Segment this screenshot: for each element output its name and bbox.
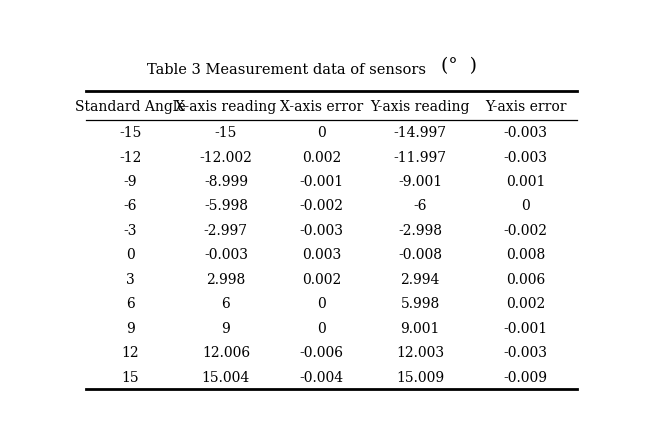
Text: -6: -6 [413,199,427,213]
Text: 9: 9 [221,321,230,335]
Text: -2.997: -2.997 [204,224,248,237]
Text: 12: 12 [121,345,139,359]
Text: Y-axis error: Y-axis error [485,99,566,113]
Text: -0.009: -0.009 [503,370,548,384]
Text: 0: 0 [521,199,530,213]
Text: -0.003: -0.003 [300,224,344,237]
Text: -0.004: -0.004 [300,370,344,384]
Text: -8.999: -8.999 [204,174,248,188]
Text: 12.006: 12.006 [202,345,250,359]
Text: -0.001: -0.001 [300,174,344,188]
Text: -15: -15 [215,126,237,140]
Text: -12.002: -12.002 [199,150,252,164]
Text: -9.001: -9.001 [398,174,442,188]
Text: 0.006: 0.006 [506,272,545,286]
Text: -2.998: -2.998 [398,224,442,237]
Text: -0.003: -0.003 [503,150,548,164]
Text: -9: -9 [124,174,137,188]
Text: (°  ): (° ) [441,57,477,75]
Text: 0: 0 [318,126,326,140]
Text: 0.002: 0.002 [302,272,342,286]
Text: -3: -3 [124,224,137,237]
Text: Y-axis reading: Y-axis reading [370,99,470,113]
Text: Table 3 Measurement data of sensors: Table 3 Measurement data of sensors [147,63,426,77]
Text: 0.001: 0.001 [506,174,545,188]
Text: 0.002: 0.002 [506,296,545,311]
Text: X-axis error: X-axis error [280,99,364,113]
Text: 15.009: 15.009 [396,370,444,384]
Text: -0.006: -0.006 [300,345,344,359]
Text: 2.994: 2.994 [400,272,440,286]
Text: 0.002: 0.002 [302,150,342,164]
Text: 5.998: 5.998 [400,296,440,311]
Text: 15.004: 15.004 [202,370,250,384]
Text: 0.003: 0.003 [302,248,342,262]
Text: -12: -12 [119,150,141,164]
Text: -14.997: -14.997 [393,126,446,140]
Text: -15: -15 [119,126,141,140]
Text: 9: 9 [126,321,135,335]
Text: Standard Angle: Standard Angle [75,99,186,113]
Text: -0.008: -0.008 [398,248,442,262]
Text: -0.002: -0.002 [300,199,344,213]
Text: -0.003: -0.003 [503,126,548,140]
Text: 0: 0 [318,296,326,311]
Text: -6: -6 [124,199,137,213]
Text: 12.003: 12.003 [396,345,444,359]
Text: X-axis reading: X-axis reading [175,99,276,113]
Text: -0.002: -0.002 [503,224,548,237]
Text: 2.998: 2.998 [206,272,246,286]
Text: 6: 6 [126,296,135,311]
Text: -0.003: -0.003 [503,345,548,359]
Text: -11.997: -11.997 [393,150,446,164]
Text: 9.001: 9.001 [400,321,440,335]
Text: 0: 0 [126,248,135,262]
Text: 15: 15 [121,370,139,384]
Text: 0.008: 0.008 [506,248,545,262]
Text: -0.001: -0.001 [503,321,548,335]
Text: 3: 3 [126,272,135,286]
Text: 0: 0 [318,321,326,335]
Text: -0.003: -0.003 [204,248,248,262]
Text: -5.998: -5.998 [204,199,248,213]
Text: 6: 6 [221,296,230,311]
